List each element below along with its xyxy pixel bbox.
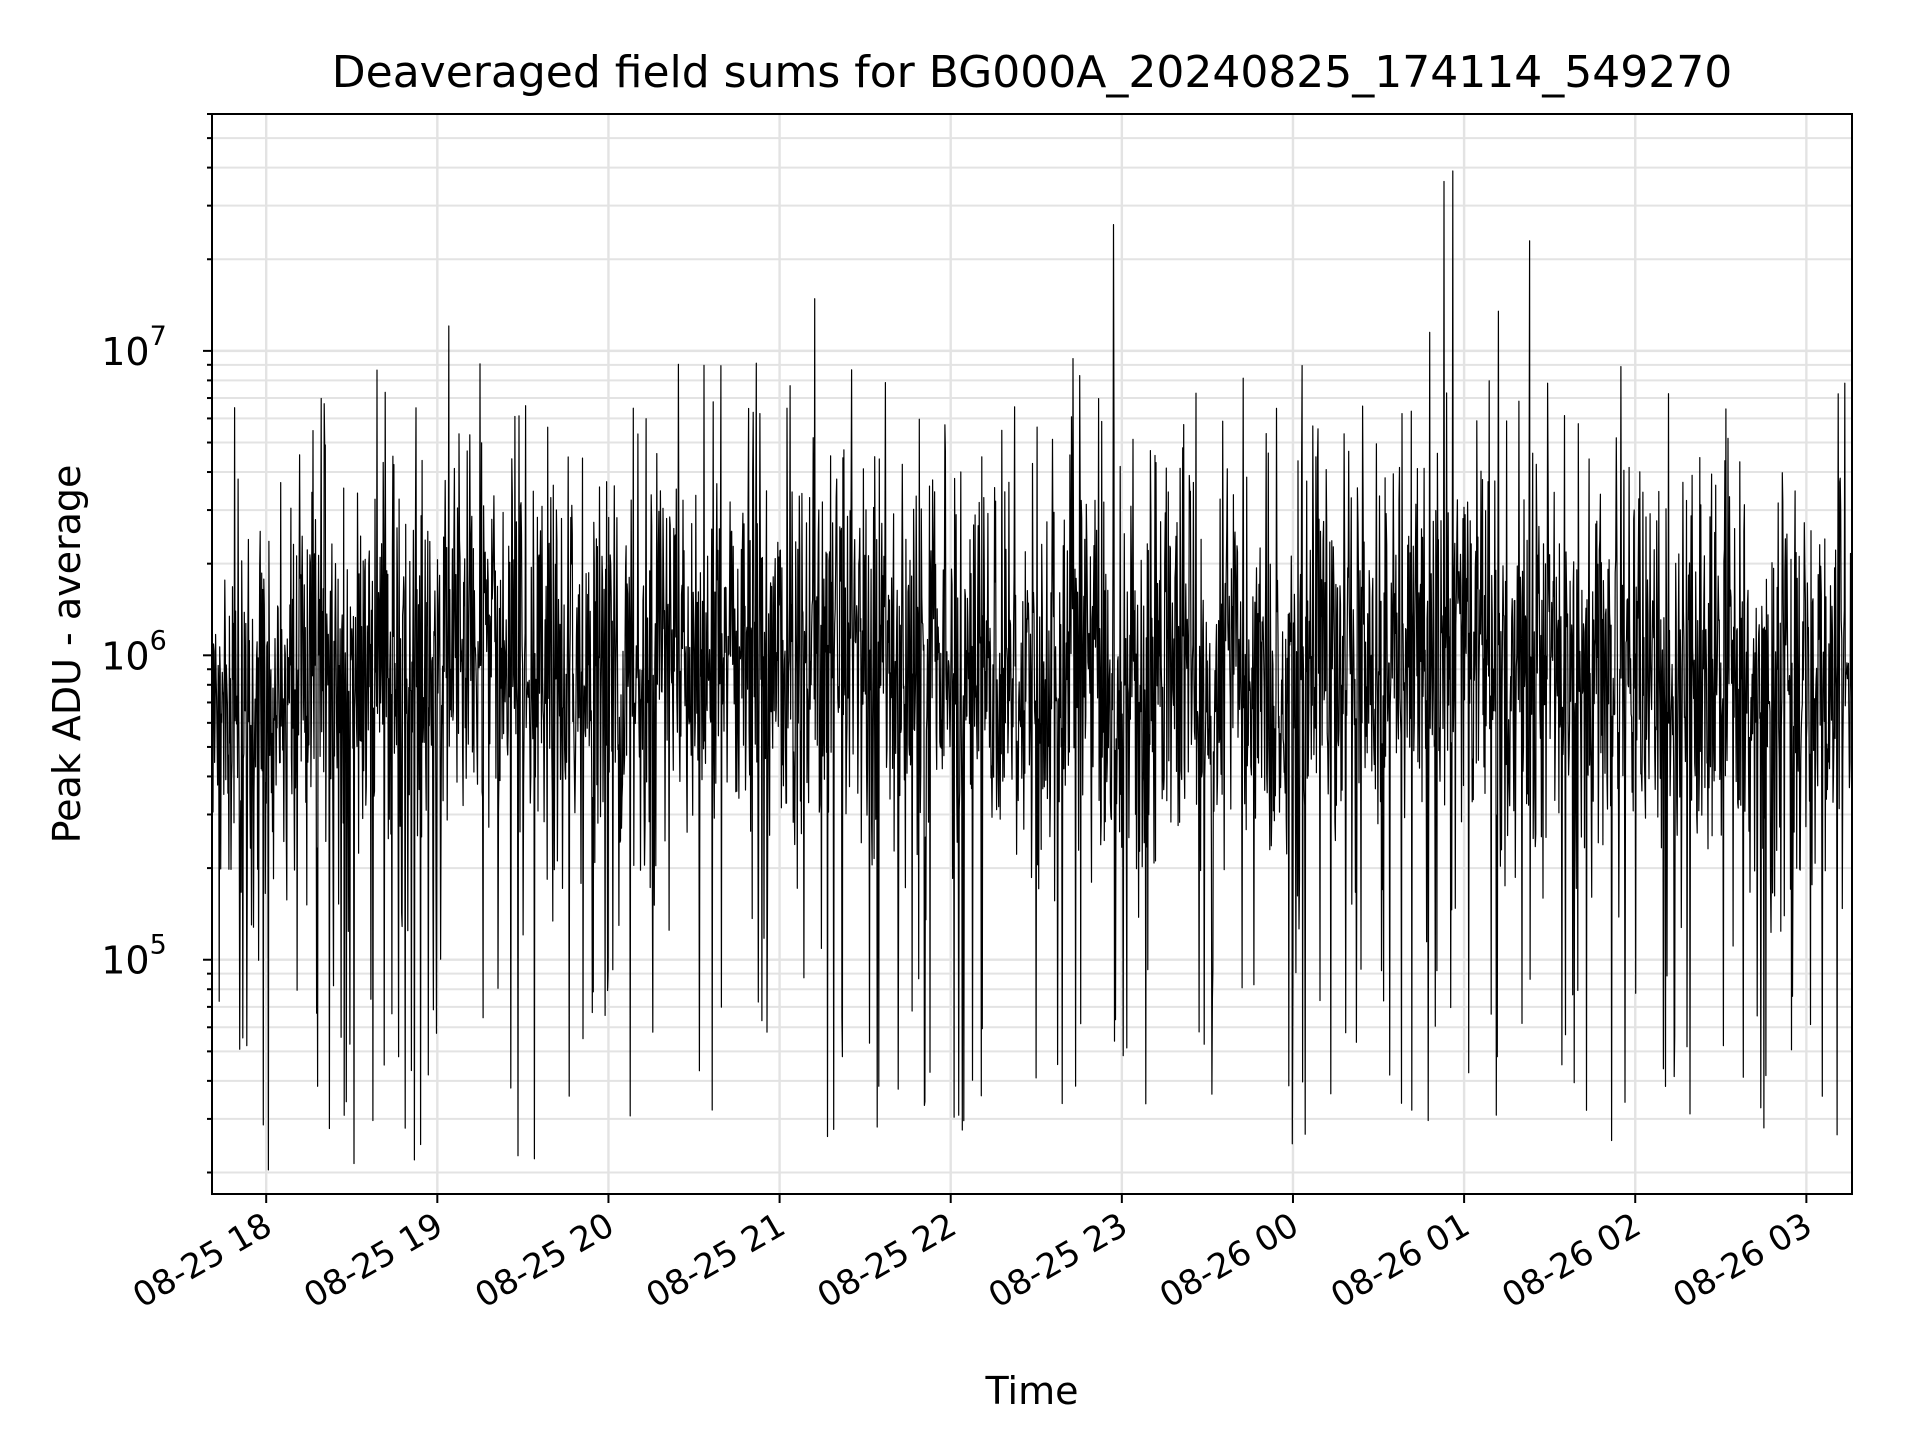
x-axis-ticks: 08-25 18 08-25 19 08-25 20 08-25 21 08-25 22… (126, 1194, 1819, 1316)
y-tick-label: 107 (101, 321, 167, 374)
x-tick-label: 08-26 02 (1495, 1205, 1647, 1316)
x-tick-label: 08-25 23 (982, 1205, 1134, 1316)
x-tick-label: 08-26 01 (1324, 1205, 1476, 1316)
y-axis-ticks: 105 106 107 (101, 113, 212, 1174)
plot-frame (211, 113, 1853, 1195)
series (211, 170, 1853, 1171)
y-axis-label: Peak ADU - average (45, 465, 89, 844)
series-line (211, 170, 1853, 1171)
chart-title: Deaveraged field sums for BG000A_2024082… (332, 47, 1732, 98)
x-tick-label: 08-25 18 (126, 1205, 278, 1316)
x-axis-label: Time (985, 1369, 1079, 1413)
x-tick-label: 08-26 00 (1153, 1205, 1305, 1316)
x-tick-label: 08-26 03 (1666, 1205, 1818, 1316)
x-tick-label: 08-25 20 (469, 1205, 621, 1316)
x-tick-label: 08-25 22 (811, 1205, 963, 1316)
x-tick-label: 08-25 21 (640, 1205, 792, 1316)
y-tick-label: 106 (101, 625, 167, 678)
x-tick-label: 08-25 19 (297, 1205, 449, 1316)
y-tick-label: 105 (101, 930, 167, 983)
